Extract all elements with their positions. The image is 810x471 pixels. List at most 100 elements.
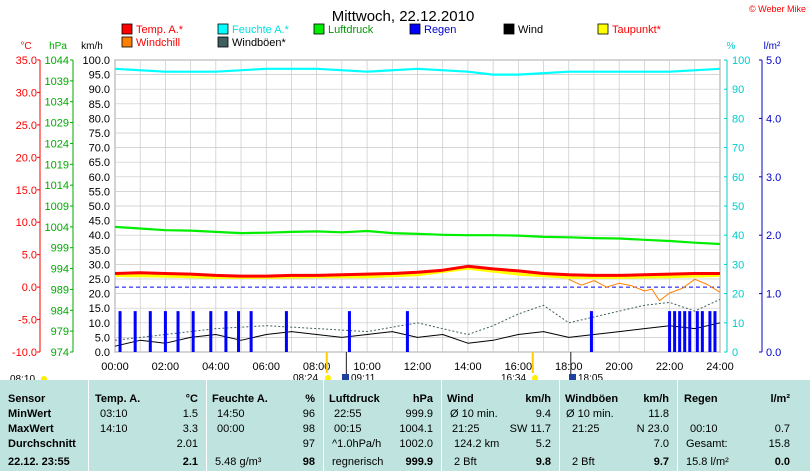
wind-run: 124.2 km	[454, 438, 500, 450]
series-feuchtea	[114, 67, 721, 76]
wind-tick-label: 90.0	[89, 84, 110, 96]
absolute-humidity: 5.48 g/m³	[215, 456, 262, 468]
gust-avg-label: Ø 10 min.	[566, 408, 614, 420]
credit-label: © Weber Mike	[749, 4, 806, 14]
moon-icon	[569, 374, 576, 380]
temp-tick-label: 35.0	[16, 55, 37, 67]
gust-mean-value: 7.0	[653, 438, 669, 450]
pressure-tick-label: 1039	[45, 76, 69, 88]
x-tick-label: 24:00	[706, 361, 734, 373]
wind-tick-label: 15.0	[89, 303, 110, 315]
sensor-column: Sensor MinWert MaxWert Durchschnitt 22.1…	[0, 380, 90, 471]
legend-label: Feuchte A.*	[232, 24, 290, 36]
y-axes: 35.0 30.0 25.0 20.0 15.0 10.0 5.0 0.0 -5.0 -10.0 1…	[12, 55, 781, 359]
rain-bar	[237, 311, 241, 352]
rain-bar	[673, 311, 677, 352]
legend-item: Windböen*	[217, 36, 287, 49]
sunrise-label: 08:24	[293, 373, 318, 380]
legend-label: Taupunkt*	[612, 24, 662, 36]
rain-current-value: 0.0	[774, 456, 790, 468]
moon-icon	[342, 374, 349, 380]
wind-tick-label: 100.0	[82, 55, 110, 67]
gust-unit: km/h	[643, 393, 669, 405]
rain-column: Regen l/m² 00:10 0.7 Gesamt: 15.8 15.8 l…	[678, 380, 796, 471]
pressure-min-time: 22:55	[334, 408, 362, 420]
x-tick-label: 02:00	[152, 361, 180, 373]
rain-bar	[683, 311, 687, 352]
gust-avg-value: 11.8	[648, 408, 669, 420]
legend-label: Windböen*	[232, 37, 287, 49]
x-tick-label: 06:00	[252, 361, 280, 373]
pressure-forecast: regnerisch	[332, 456, 384, 468]
rain-tick-label: 4.0	[766, 113, 781, 125]
rain-bar	[688, 311, 692, 352]
legend-item: Taupunkt*	[597, 23, 662, 36]
wind-max-time: 21:25	[452, 423, 480, 435]
rain-bar	[148, 311, 152, 352]
humidity-max-value: 98	[302, 423, 315, 435]
wind-tick-label: 80.0	[89, 113, 110, 125]
temp-tick-label: 10.0	[16, 217, 37, 229]
rain-bar	[589, 311, 593, 352]
temp-tick-label: 15.0	[16, 185, 37, 197]
humidity-avg-value: 97	[302, 438, 315, 450]
wind-tick-label: 35.0	[89, 245, 110, 257]
chart-title: Mittwoch, 22.12.2010	[332, 8, 475, 25]
series-tempa	[114, 264, 720, 278]
rain-bar	[668, 311, 672, 352]
legend-swatch	[503, 23, 515, 35]
humidity-unit: %	[305, 393, 315, 405]
rain-bar	[163, 311, 167, 352]
pressure-max-time: 00:15	[334, 423, 362, 435]
gust-max-time: 21:25	[572, 423, 600, 435]
current-row-label: 22.12. 23:55	[8, 456, 70, 468]
wind-tick-label: 0.0	[95, 347, 110, 359]
humidity-column: Feuchte A. % 14:50 96 00:00 98 97 5.48 g…	[207, 380, 323, 471]
wind-tick-label: 25.0	[89, 274, 110, 286]
rain-bar	[405, 311, 409, 352]
humidity-max-time: 00:00	[217, 423, 245, 435]
pressure-trend: ^1.0hPa/h	[332, 438, 382, 450]
wind-axis-unit: km/h	[81, 41, 103, 52]
stats-divider	[559, 380, 560, 471]
legend-swatch	[313, 23, 325, 35]
pressure-max-value: 1004.1	[399, 423, 433, 435]
legend-item: Regen	[409, 23, 456, 36]
wind-tick-label: 60.0	[89, 172, 110, 184]
temp-tick-label: 20.0	[16, 152, 37, 164]
pressure-tick-label: 1029	[45, 118, 69, 130]
stats-divider	[206, 380, 207, 471]
pressure-min-value: 999.9	[405, 408, 433, 420]
legend-item: Luftdruck	[313, 23, 374, 36]
avg-row-label: Durchschnitt	[8, 438, 76, 450]
temp-avg-value: 2.01	[176, 438, 198, 450]
min-row-label: MinWert	[8, 408, 52, 420]
humidity-tick-label: 90	[732, 84, 744, 96]
rain-tick-label: 1.0	[766, 289, 781, 301]
humidity-tick-label: 20	[732, 289, 744, 301]
rain-bar	[118, 311, 122, 352]
wind-tick-label: 65.0	[89, 157, 110, 169]
weather-chart: Mittwoch, 22.12.2010 © Weber Mike Temp. …	[10, 4, 806, 380]
wind-tick-label: 75.0	[89, 128, 110, 140]
legend-item: Wind	[503, 23, 543, 36]
rain-bar	[347, 311, 351, 352]
temp-unit: °C	[185, 393, 198, 405]
wind-unit: km/h	[525, 393, 551, 405]
legend-swatch	[217, 36, 229, 48]
rain-bar	[713, 311, 717, 352]
wind-tick-label: 40.0	[89, 230, 110, 242]
legend-swatch	[121, 23, 133, 35]
temp-current-value: 2.1	[182, 456, 198, 468]
wind-tick-label: 70.0	[89, 143, 110, 155]
pressure-tick-label: 1034	[45, 97, 69, 109]
legend-label: Temp. A.*	[136, 24, 184, 36]
wind-tick-label: 55.0	[89, 186, 110, 198]
rain-axis-unit: l/m²	[764, 41, 781, 52]
temp-tick-label: 30.0	[16, 87, 37, 99]
rain-tick-label: 5.0	[766, 55, 781, 67]
sunset-label: 16:34	[501, 373, 526, 380]
temp-tick-label: -5.0	[18, 315, 37, 327]
legend-label: Wind	[518, 24, 543, 36]
pressure-unit: hPa	[412, 393, 433, 405]
